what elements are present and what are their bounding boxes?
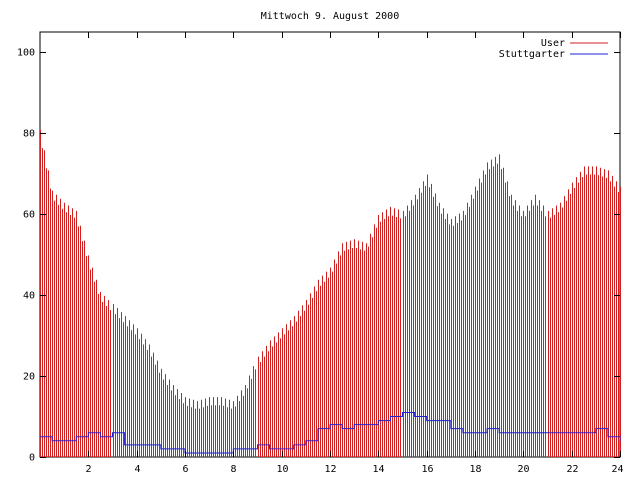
x-tick-label: 14 xyxy=(372,464,384,475)
x-tick-label: 2 xyxy=(85,464,91,475)
y-tick-label: 40 xyxy=(23,291,35,302)
x-tick-label: 8 xyxy=(230,464,236,475)
x-tick-label: 16 xyxy=(421,464,433,475)
axes-ticks xyxy=(40,32,621,458)
y-tick-label: 80 xyxy=(23,129,35,140)
legend-label-user: User xyxy=(541,38,565,49)
x-tick-label: 12 xyxy=(324,464,336,475)
x-tick-label: 22 xyxy=(566,464,578,475)
x-tick-label: 18 xyxy=(469,464,481,475)
y-tick-label: 100 xyxy=(17,48,35,59)
x-tick-label: 6 xyxy=(182,464,188,475)
stuttgarter-line xyxy=(40,411,621,454)
x-tick-label: 20 xyxy=(517,464,529,475)
y-tick-label: 60 xyxy=(23,210,35,221)
x-tick-label: 24 xyxy=(611,464,623,475)
y-tick-label: 20 xyxy=(23,372,35,383)
x-tick-label: 4 xyxy=(134,464,140,475)
user-bars xyxy=(40,129,621,457)
stuttgarter-line-group xyxy=(40,411,621,454)
y-tick-label: 0 xyxy=(29,453,35,464)
legend-label-stuttgarter: Stuttgarter xyxy=(499,49,565,60)
legend: User Stuttgarter xyxy=(499,38,608,60)
x-tick-label: 10 xyxy=(276,464,288,475)
chart-title: Mittwoch 9. August 2000 xyxy=(261,11,399,22)
